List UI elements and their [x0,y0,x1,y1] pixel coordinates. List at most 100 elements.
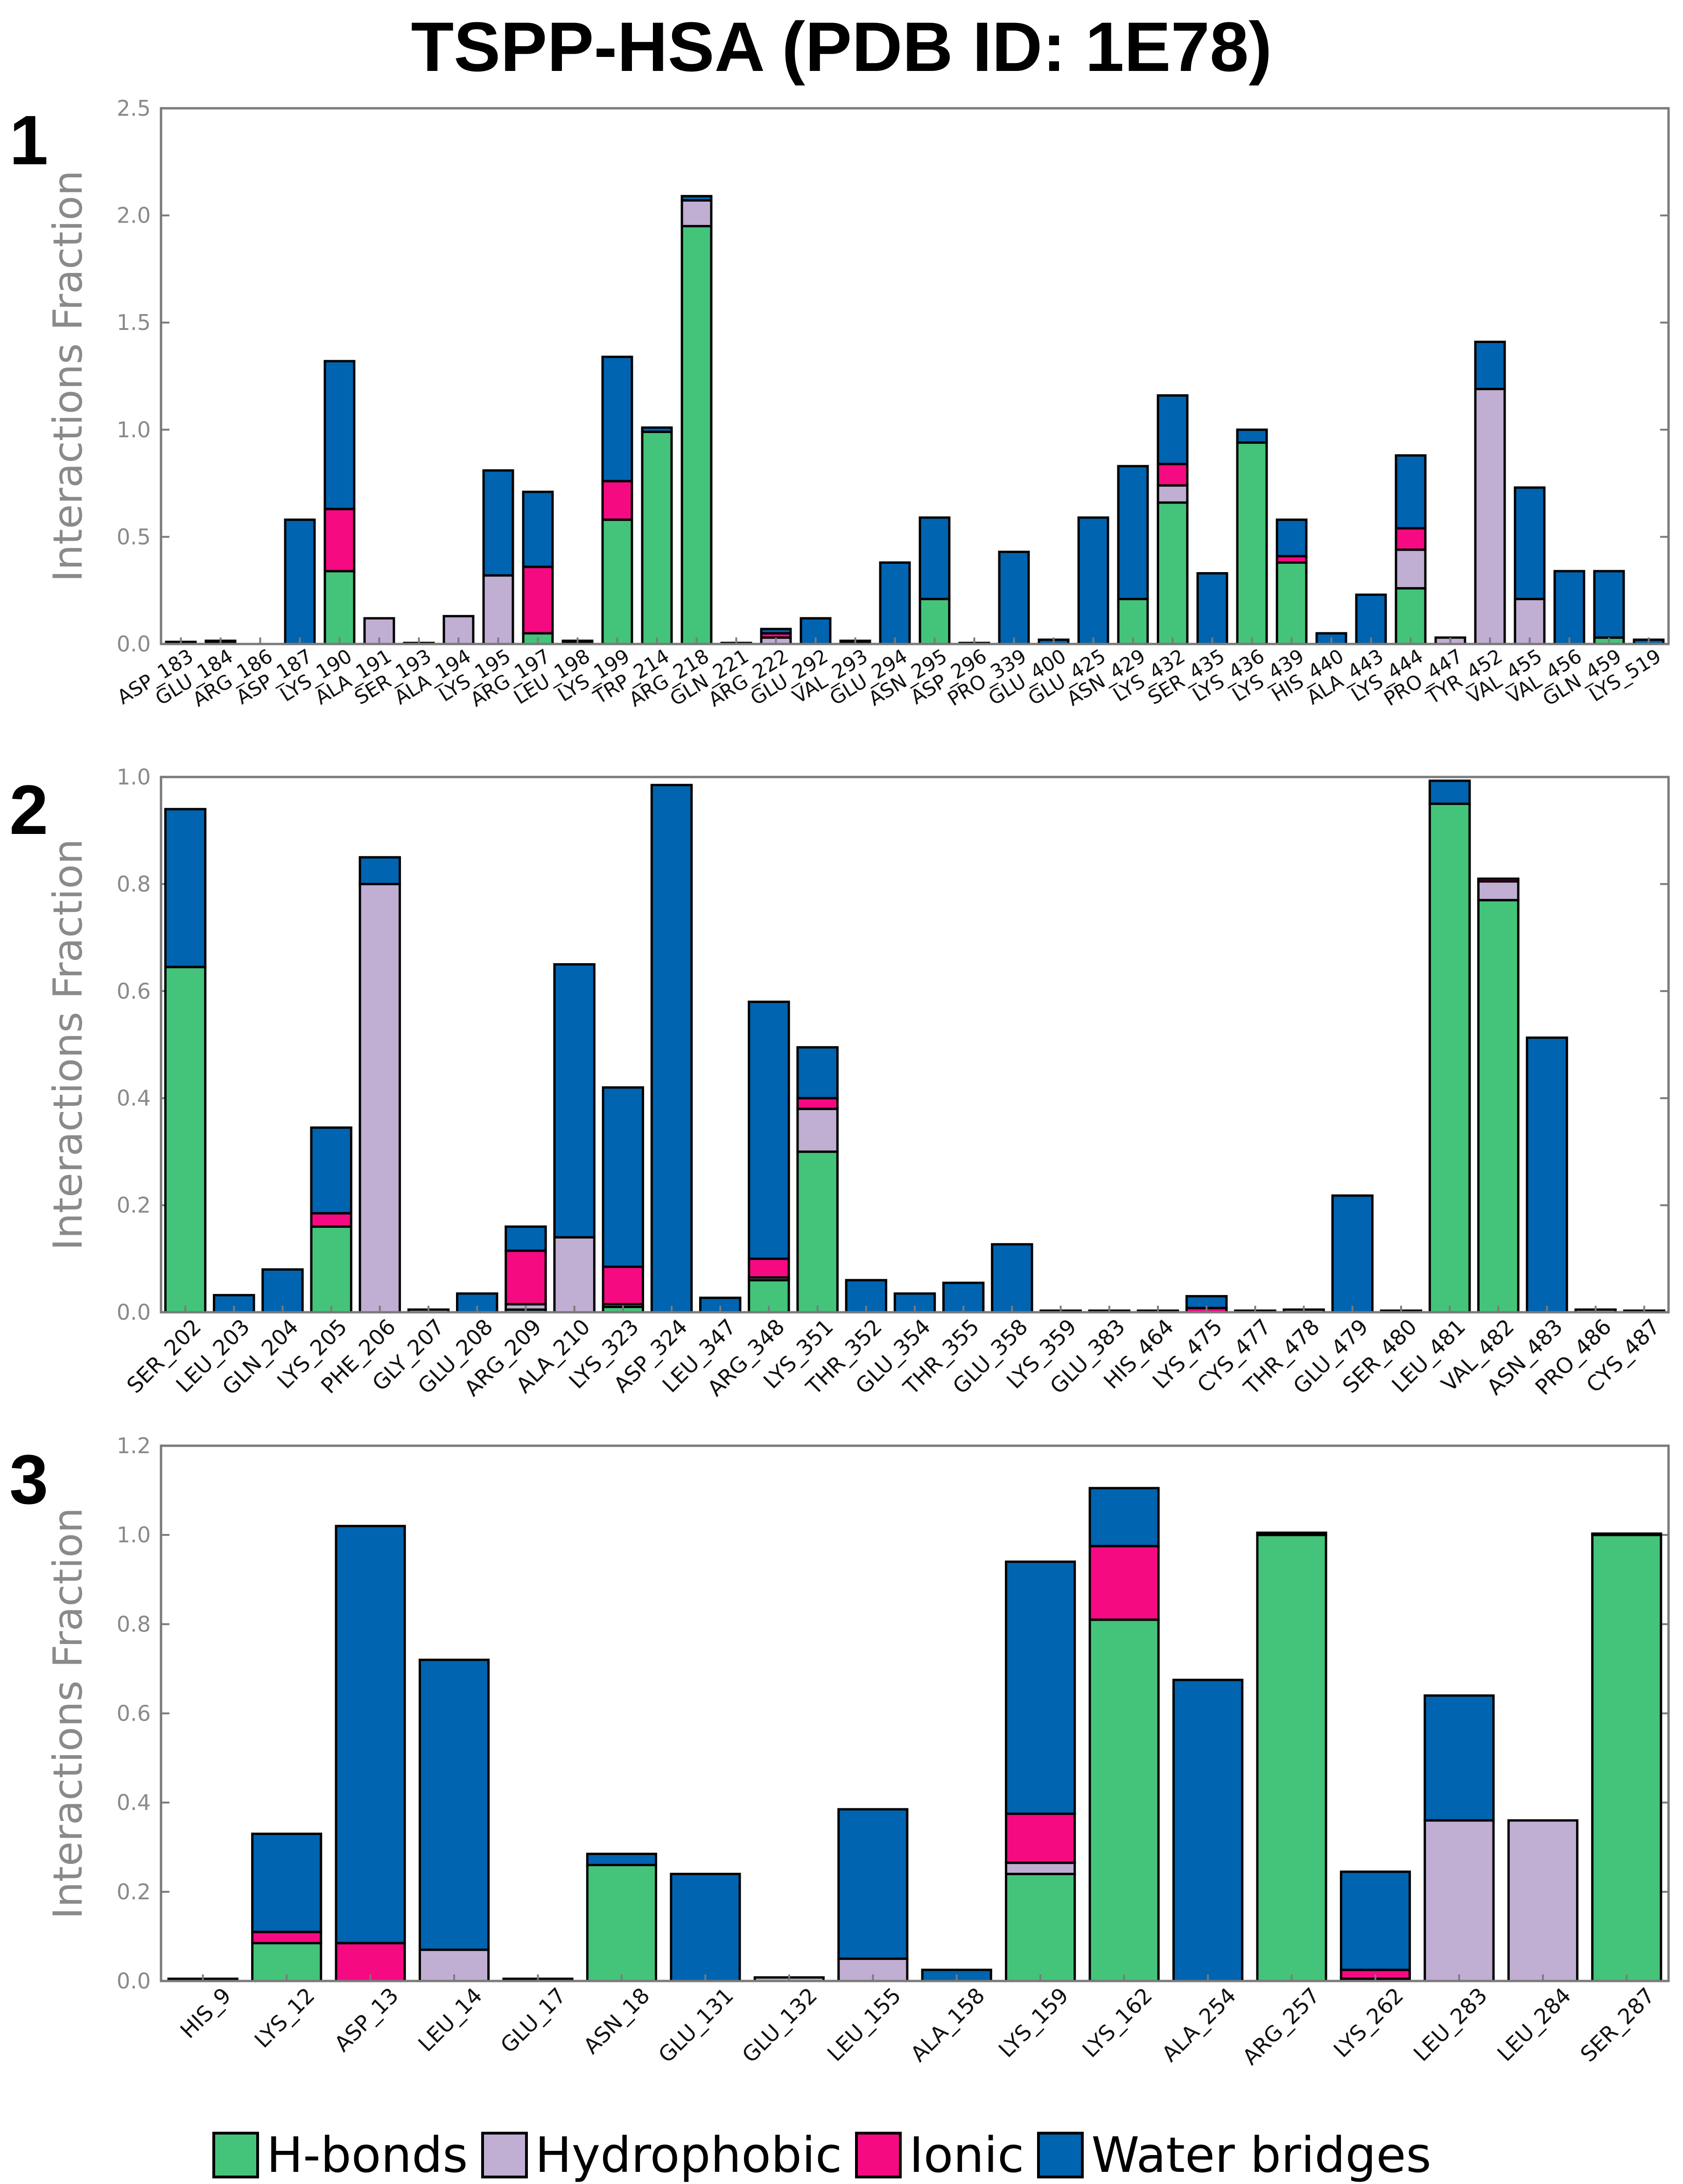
bar-lys-432-ionic [1157,462,1189,487]
x-tick-label: GLU_132 [737,1983,822,2068]
plot-frame [160,1444,1670,1982]
bar-ser-287-h-bonds [1591,1533,1662,1982]
bar-lys-162-water-bridges [1088,1487,1160,1547]
y-tick-label: 0.8 [117,871,151,896]
bar-lys-323-water-bridges [602,1086,645,1268]
bar-leu-283-water-bridges [1424,1694,1495,1822]
legend-item-hbonds: H-bonds [212,2127,468,2184]
bar-val-482-h-bonds [1477,899,1520,1314]
bar-lys-159-water-bridges [1005,1561,1076,1815]
bar-ser-435-water-bridges [1196,572,1228,645]
bar-leu-284-hydrophobic [1507,1819,1578,1982]
bar-lys-159-hydrophobic [1005,1862,1076,1876]
bar-arg-218-h-bonds [680,225,713,645]
bar-gln-204-water-bridges [261,1268,304,1314]
bar-asn-295-h-bonds [919,598,951,645]
bar-lys-262-water-bridges [1339,1870,1411,1971]
bar-trp-214-h-bonds [641,430,673,645]
bar-leu-14-water-bridges [418,1659,490,1951]
bar-arg-209-ionic [505,1249,547,1306]
x-tick-label: ALA_158 [905,1983,989,2067]
bar-leu-481-water-bridges [1428,779,1471,805]
y-tick-label: 1.2 [117,1433,151,1458]
y-tick-label: 2.0 [117,203,151,228]
bar-lys-351-ionic [796,1097,839,1110]
bar-lys-159-h-bonds [1005,1873,1076,1982]
y-axis-label: Interactions Fraction [45,170,91,582]
bar-ser-202-h-bonds [164,966,207,1314]
x-tick-label: SER_287 [1576,1983,1660,2067]
bar-thr-355-water-bridges [942,1281,985,1314]
bar-glu-479-water-bridges [1331,1194,1374,1314]
bar-val-456-water-bridges [1553,570,1585,645]
bar-ala-254-water-bridges [1172,1679,1244,1982]
bar-tyr-452-water-bridges [1474,341,1506,391]
bar-asn-483-water-bridges [1526,1036,1568,1314]
bar-lys-439-h-bonds [1276,561,1308,645]
bar-glu-425-water-bridges [1077,516,1109,645]
bar-lys-444-hydrophobic [1395,548,1427,590]
bar-lys-199-h-bonds [601,518,633,645]
y-tick-label: 0.0 [117,1300,151,1325]
bar-arg-348-ionic [748,1257,790,1279]
legend-swatch-ionic [855,2131,902,2178]
x-tick-label: LYS_12 [250,1983,320,2053]
panel-2-number: 2 [9,770,49,849]
bar-arg-218-hydrophobic [680,199,713,228]
bar-lys-205-ionic [310,1212,352,1228]
x-tick-label: ALA_254 [1157,1983,1241,2067]
bar-lys-444-h-bonds [1395,587,1427,645]
bar-lys-323-ionic [602,1266,645,1306]
bar-lys-205-h-bonds [310,1225,352,1314]
bar-asp-324-water-bridges [650,784,693,1314]
x-tick-label: LEU_155 [822,1983,906,2066]
bar-lys-351-hydrophobic [796,1107,839,1153]
bar-arg-209-water-bridges [505,1225,547,1252]
bar-val-455-water-bridges [1514,486,1546,601]
bar-lys-444-water-bridges [1395,454,1427,530]
bar-leu-283-hydrophobic [1424,1819,1495,1982]
bar-arg-222-water-bridges [760,628,792,635]
bar-lys-432-h-bonds [1157,501,1189,645]
y-tick-label: 0.6 [117,1701,151,1726]
y-tick-label: 1.0 [117,764,151,790]
x-tick-label: LEU_14 [413,1983,487,2057]
legend-item-hydrophobic: Hydrophobic [481,2127,842,2184]
y-tick-label: 0.4 [117,1085,151,1111]
bar-gln-459-water-bridges [1593,570,1625,639]
x-tick-label: GLU_131 [653,1983,738,2068]
bar-lys-436-water-bridges [1236,428,1268,444]
x-tick-label: ASN_18 [578,1983,654,2059]
bar-lys-195-water-bridges [482,469,514,577]
chart-panel-3: 0.0 0.2 0.4 0.6 0.8 1.0 1.2 Interactions Fracti… [45,1433,1670,2070]
bar-lys-432-water-bridges [1157,394,1189,465]
page-title: TSPP-HSA (PDB ID: 1E78) [411,7,1272,86]
bar-lys-439-water-bridges [1276,518,1308,558]
bar-lys-190-ionic [323,508,356,573]
legend-item-water-bridges: Water bridges [1037,2127,1431,2184]
bar-lys-436-h-bonds [1236,441,1268,645]
bar-phe-206-hydrophobic [358,882,401,1314]
panel-3-number: 3 [9,1440,49,1519]
bar-lys-190-water-bridges [323,360,356,511]
bar-asn-429-water-bridges [1117,465,1149,601]
legend-swatch-water-bridges [1037,2131,1084,2178]
y-tick-label: 0.2 [117,1879,151,1904]
bar-ala-443-water-bridges [1355,593,1387,645]
legend-swatch-hydrophobic [481,2131,528,2178]
bar-lys-199-ionic [601,480,633,521]
bar-lys-432-hydrophobic [1157,484,1189,504]
x-tick-label: LEU_283 [1409,1983,1492,2066]
y-axis-label: Interactions Fraction [45,1507,91,1919]
legend: H-bonds Hydrophobic Ionic Water bridges [212,2126,1445,2184]
y-tick-label: 0.8 [117,1611,151,1637]
bar-ala-210-water-bridges [553,963,596,1239]
bar-lys-190-h-bonds [323,570,356,645]
x-tick-label: LYS_162 [1077,1983,1157,2063]
bar-lys-199-water-bridges [601,356,633,483]
bar-glu-358-water-bridges [991,1243,1033,1314]
y-tick-label: 0.6 [117,979,151,1004]
x-tick-label: ASP_13 [330,1983,403,2057]
